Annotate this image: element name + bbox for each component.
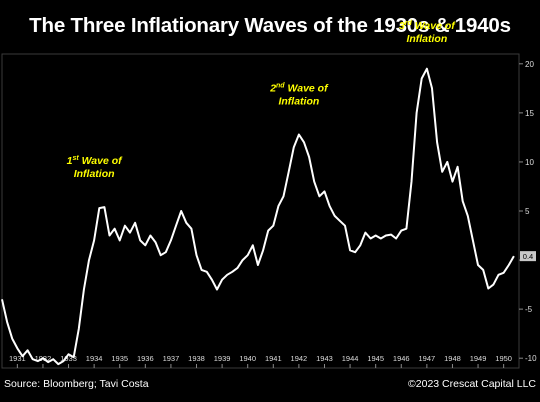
- last-value-marker: 0.4: [520, 251, 536, 262]
- annotation-ordinal-suffix: nd: [276, 83, 285, 90]
- copyright-note: ©2023 Crescat Capital LLC: [408, 378, 536, 390]
- annotation-phrase: Wave of: [412, 20, 456, 32]
- x-tick-label: 1950: [495, 354, 512, 363]
- annotation-line1: 2nd Wave of: [269, 83, 329, 95]
- x-tick-label: 1943: [316, 354, 333, 363]
- annotation-line1: 1st Wave of: [67, 155, 124, 167]
- annotation-line1: 3rd Wave of: [399, 20, 456, 32]
- series-line: [1, 67, 515, 366]
- annotation-ordinal: 3: [399, 20, 405, 32]
- annotation-ordinal: 2: [269, 83, 276, 95]
- x-tick-label: 1939: [214, 354, 231, 363]
- x-tick-label: 1944: [342, 354, 359, 363]
- x-tick-label: 1938: [188, 354, 205, 363]
- x-tick-label: 1940: [239, 354, 256, 363]
- x-tick-label: 1941: [265, 354, 282, 363]
- y-tick-label: 10: [525, 158, 534, 167]
- x-tick-label: 1936: [137, 354, 154, 363]
- annotation-line2: Inflation: [406, 33, 447, 45]
- annotation-phrase: Wave of: [285, 83, 329, 95]
- source-note: Source: Bloomberg; Tavi Costa: [4, 378, 149, 390]
- annotation-phrase: Wave of: [79, 155, 123, 167]
- annotation-line2: Inflation: [74, 168, 115, 180]
- chart-title: The Three Inflationary Waves of the 1930…: [29, 14, 511, 37]
- annotation-ordinal-suffix: st: [72, 155, 79, 162]
- x-tick-label: 1942: [291, 354, 308, 363]
- annotation-ordinal-suffix: rd: [405, 20, 413, 27]
- x-tick-label: 1949: [470, 354, 487, 363]
- x-tick-label: 1934: [86, 354, 103, 363]
- last-value-label: 0.4: [523, 252, 533, 261]
- last-value-box: [520, 251, 536, 262]
- annotation-ordinal: 1: [67, 155, 73, 167]
- y-tick-label: 20: [525, 60, 534, 69]
- x-tick-label: 1937: [163, 354, 180, 363]
- x-tick-label: 1935: [111, 354, 128, 363]
- x-tick-label: 1931: [9, 354, 26, 363]
- y-axis: -10 -5 5 10 15 20: [519, 60, 537, 363]
- y-tick-label: 15: [525, 109, 534, 118]
- annotation-line2: Inflation: [278, 96, 319, 108]
- x-tick-label: 1947: [419, 354, 436, 363]
- y-tick-label: 5: [525, 207, 530, 216]
- x-axis: 1931 1932 1933 1934 1935 1936 1937 1938 1939 1940…: [9, 354, 512, 368]
- x-tick-label: 1933: [60, 354, 77, 363]
- y-tick-label: -10: [525, 354, 537, 363]
- x-tick-label: 1946: [393, 354, 410, 363]
- x-tick-label: 1948: [444, 354, 461, 363]
- x-tick-label: 1945: [367, 354, 384, 363]
- series-group: [1, 67, 515, 366]
- y-tick-label: -5: [525, 305, 533, 314]
